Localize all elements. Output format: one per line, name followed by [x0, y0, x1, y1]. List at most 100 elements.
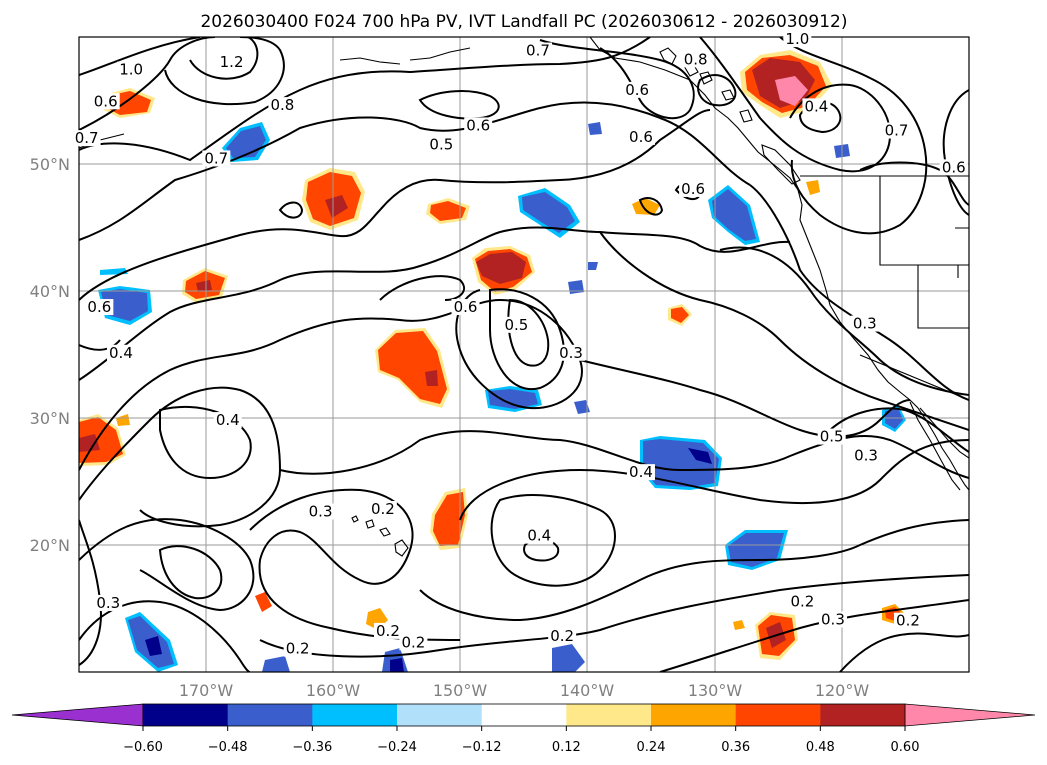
- pv-contour: [278, 201, 304, 219]
- colorbar-segment: [735, 704, 821, 726]
- contour-label: 0.6: [466, 116, 490, 134]
- lat-tick-label: 50°N: [30, 155, 70, 174]
- contour-label-halo: [818, 611, 847, 628]
- colorbar-tick-label: 0.12: [552, 740, 581, 755]
- coastline-gulf-of-california: [909, 401, 969, 491]
- contour-label: 0.5: [429, 135, 453, 153]
- contour-label-halo: [557, 344, 586, 361]
- contour-label-halo: [850, 315, 879, 332]
- colorbar-tick-label: −0.24: [377, 740, 417, 755]
- pv-anomaly-blob-coast: [708, 185, 760, 245]
- contour-label: 0.2: [376, 622, 400, 640]
- colorbar-segment: [566, 704, 652, 726]
- contour-label: 0.7: [204, 149, 228, 167]
- contour-label-halo: [306, 503, 335, 520]
- pv-anomaly-blob-sw: [125, 612, 178, 672]
- pv-contour: [418, 90, 500, 120]
- contour-label: 0.8: [684, 50, 708, 68]
- contour-label-halo: [783, 31, 812, 48]
- contour-label-halo: [106, 344, 135, 361]
- colorbar-frame: [142, 703, 906, 727]
- contour-label-halo: [626, 128, 655, 145]
- colorbar-segment: [481, 704, 567, 726]
- contour-label-halo: [882, 122, 911, 139]
- pv-anomaly-blob-170w: [182, 268, 228, 302]
- colorbar-segment: [312, 704, 398, 726]
- contour-label: 0.4: [527, 527, 551, 545]
- contour-label: 0.3: [821, 610, 845, 628]
- contour-label-halo: [399, 634, 428, 651]
- contour-label: 0.3: [96, 594, 120, 612]
- contour-label-halo: [679, 180, 708, 197]
- colorbar-segment: [820, 704, 906, 726]
- pv-contour: [79, 339, 121, 351]
- lat-tick-label: 30°N: [30, 409, 70, 428]
- contour-label-halo: [217, 53, 246, 70]
- pv-anomaly-blob-small: [255, 180, 905, 630]
- pv-contour: [249, 488, 461, 641]
- coastlines: [79, 37, 969, 557]
- contour-label-halo: [213, 412, 242, 429]
- coastline-vancouver-island: [761, 144, 801, 185]
- contour-label: 0.4: [109, 344, 133, 362]
- contour-label: 0.2: [550, 627, 574, 645]
- contour-label-halo: [283, 640, 312, 657]
- contour-label: 0.3: [309, 503, 333, 521]
- contour-label: 0.7: [885, 122, 909, 140]
- pv-anomaly-blob-150w: [426, 198, 470, 224]
- contour-label-halo: [502, 316, 531, 333]
- contour-label: 1.0: [119, 61, 143, 79]
- contour-label: 1.0: [785, 30, 809, 48]
- contour-label: 0.2: [286, 640, 310, 658]
- lat-tick-label: 20°N: [30, 536, 70, 555]
- pv-contour: [79, 518, 255, 612]
- pv-contour: [79, 37, 651, 162]
- lon-tick-label: 160°W: [306, 681, 361, 700]
- lat-tick-label: 40°N: [30, 282, 70, 301]
- figure-title: 2026030400 F024 700 hPa PV, IVT Landfall…: [200, 12, 847, 32]
- longitude-tick-labels: 170°W 160°W 150°W 140°W 130°W 120°W: [179, 681, 870, 700]
- contour-label-halo: [451, 299, 480, 316]
- pv-contour: [779, 37, 928, 235]
- contour-label: 0.6: [629, 128, 653, 146]
- pv-contour: [79, 109, 711, 301]
- contour-label: 0.6: [942, 158, 966, 176]
- contour-label: 0.4: [629, 463, 653, 481]
- state-borders: [800, 175, 969, 401]
- colorbar-segment: [227, 704, 313, 726]
- colorbar-tick-label: −0.12: [462, 740, 502, 755]
- contour-label-halo: [427, 136, 456, 153]
- pv-contour: [490, 494, 616, 587]
- contour-label-halo: [91, 93, 120, 110]
- contour-label: 0.5: [504, 316, 528, 334]
- colorbar-tick-label: 0.60: [891, 740, 920, 755]
- contour-label-halo: [681, 51, 710, 68]
- colorbar-tick-label: 0.24: [637, 740, 666, 755]
- contour-label: 0.2: [401, 633, 425, 651]
- colorbar-tick-label: −0.60: [123, 740, 163, 755]
- contour-label: 0.6: [87, 298, 111, 316]
- pv-contour: [189, 37, 259, 80]
- pv-contour: [79, 101, 751, 241]
- contour-label-halo: [117, 61, 146, 78]
- pv-anomaly-blob-135w: [640, 436, 722, 490]
- colorbar-segment: [397, 704, 483, 726]
- pv-anomaly-blob-west-edge: [79, 414, 130, 466]
- contour-label-halo: [626, 464, 655, 481]
- map-content: [79, 37, 969, 672]
- pv-contour: [279, 430, 969, 479]
- contour-label-halo: [548, 627, 577, 644]
- contour-label-halo: [72, 130, 101, 147]
- colorbar-tick-label: −0.36: [292, 740, 332, 755]
- contour-label: 0.2: [896, 612, 920, 630]
- pv-contour: [638, 197, 664, 216]
- pv-contour: [419, 519, 969, 622]
- colorbar-tick-label: 0.48: [806, 740, 835, 755]
- contour-label: 0.4: [216, 411, 240, 429]
- contour-label: 0.6: [681, 180, 705, 198]
- hawaiian-islands: [351, 515, 409, 557]
- lon-tick-label: 140°W: [560, 681, 615, 700]
- map-frame: [78, 36, 970, 673]
- contour-label-halo: [852, 447, 881, 464]
- colorbar-extend-max: [904, 703, 1036, 727]
